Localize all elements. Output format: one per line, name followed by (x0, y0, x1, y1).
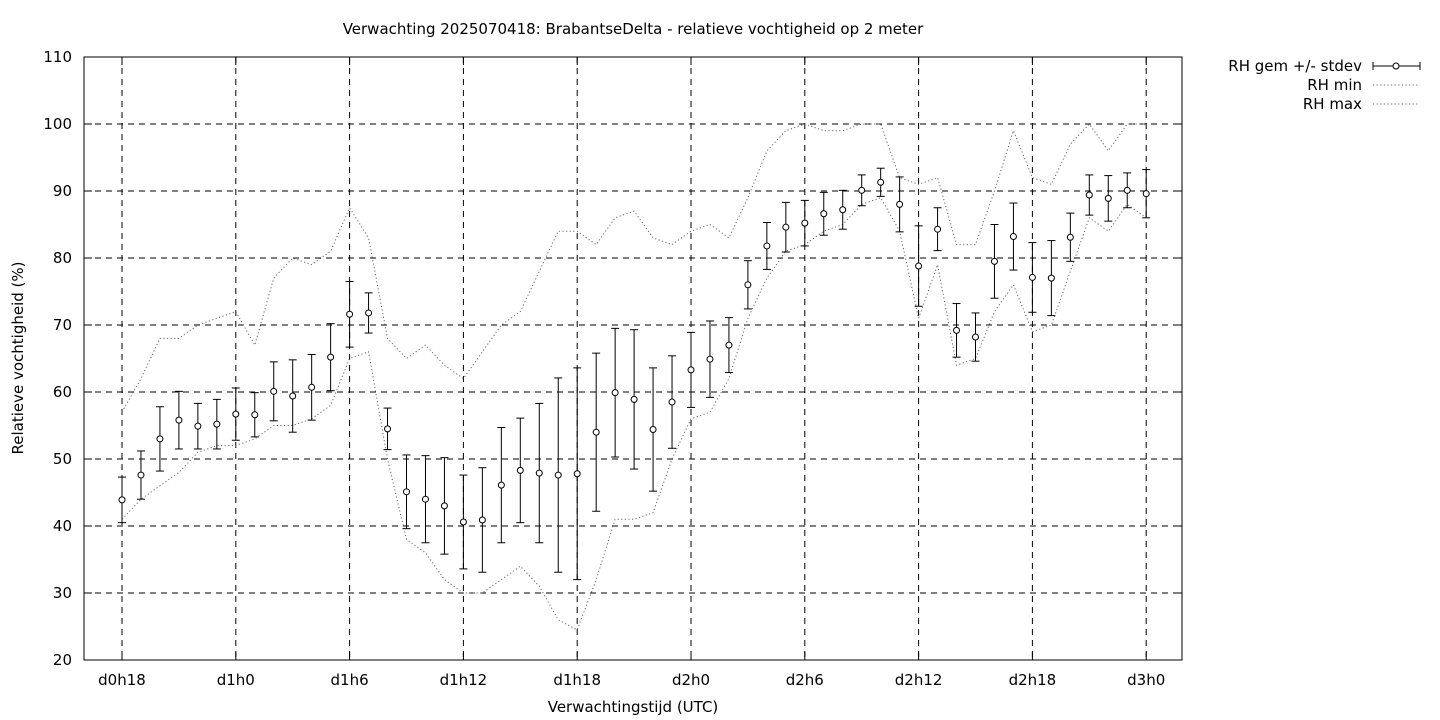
y-tick-label: 20 (53, 651, 72, 669)
data-point (858, 186, 866, 194)
data-point (611, 389, 619, 397)
data-point (573, 470, 581, 478)
legend-label: RH max (1303, 95, 1362, 113)
data-point (251, 411, 259, 419)
data-point (403, 488, 410, 496)
y-tick-label: 60 (53, 383, 72, 401)
data-point (535, 469, 543, 477)
data-point (592, 428, 600, 436)
data-point (801, 219, 809, 227)
data-point (175, 416, 183, 424)
data-point (1009, 233, 1017, 241)
grid (84, 57, 1182, 660)
data-point (421, 495, 429, 503)
chart-title: Verwachting 2025070418: BrabantseDelta -… (343, 20, 924, 38)
series-line-rh-max (121, 123, 1147, 413)
data-point (915, 262, 923, 270)
y-tick-label: 40 (53, 517, 72, 535)
x-tick-label: d1h12 (440, 671, 488, 689)
data-point (782, 223, 790, 231)
data-point (384, 425, 392, 433)
data-point (1047, 274, 1055, 282)
y-tick-label: 100 (43, 115, 72, 133)
x-tick-label: d0h18 (98, 671, 146, 689)
y-axis-label: Relatieve vochtigheid (%) (9, 261, 27, 454)
data-point (1104, 194, 1112, 202)
y-tick-label: 50 (53, 450, 72, 468)
x-tick-label: d1h0 (217, 671, 255, 689)
x-tick-label: d2h18 (1009, 671, 1057, 689)
data-point (1123, 186, 1131, 194)
data-point (365, 309, 373, 317)
data-point (1142, 190, 1150, 198)
data-point (497, 481, 505, 489)
legend-label: RH min (1307, 76, 1362, 94)
data-point (953, 326, 961, 334)
y-tick-label: 80 (53, 249, 72, 267)
x-axis-label: Verwachtingstijd (UTC) (548, 698, 719, 716)
series-layer (118, 123, 1151, 631)
x-tick-label: d2h0 (672, 671, 710, 689)
data-point (1028, 273, 1036, 281)
data-point (308, 383, 316, 391)
y-tick-label: 90 (53, 182, 72, 200)
y-tick-label: 30 (53, 584, 72, 602)
data-point (877, 178, 885, 186)
y-tick-label: 70 (53, 316, 72, 334)
data-point (194, 422, 202, 430)
y-axis-ticks: 20 30 40 50 60 70 80 90 100 110 (43, 48, 1182, 669)
data-point (118, 496, 126, 504)
data-point (270, 387, 278, 395)
x-tick-label: d2h6 (786, 671, 824, 689)
data-point (725, 341, 733, 349)
plot-frame (83, 56, 1183, 661)
data-point (820, 210, 828, 218)
data-point (990, 257, 998, 265)
data-point (1066, 233, 1074, 241)
data-point (687, 366, 695, 374)
data-point (516, 466, 524, 474)
x-axis-ticks: d0h18 d1h0 d1h6 d1h12 d1h18 d2h0 d2h6 d2h12 d2h1… (98, 57, 1165, 689)
data-point (554, 471, 562, 479)
data-point (763, 242, 771, 250)
data-point (459, 518, 467, 526)
data-point (630, 395, 638, 403)
data-point (478, 516, 486, 524)
data-point (156, 435, 164, 443)
data-point (934, 225, 942, 233)
data-point (839, 206, 847, 214)
data-point (137, 471, 145, 479)
data-point (440, 502, 448, 510)
data-point (346, 310, 354, 318)
data-point (232, 410, 240, 418)
legend-label: RH gem +/- stdev (1228, 57, 1362, 75)
data-point (327, 353, 335, 361)
data-point (896, 200, 904, 208)
y-tick-label: 110 (43, 48, 72, 66)
data-point (972, 333, 979, 341)
data-point (1085, 191, 1093, 199)
data-point (706, 355, 714, 363)
data-point (668, 398, 676, 406)
data-point (213, 420, 221, 428)
legend-swatch-point (1392, 62, 1400, 70)
data-point (744, 281, 752, 289)
x-tick-label: d2h12 (895, 671, 943, 689)
x-tick-label: d3h0 (1127, 671, 1165, 689)
x-tick-label: d1h6 (331, 671, 369, 689)
x-tick-label: d1h18 (553, 671, 601, 689)
data-point (289, 392, 297, 400)
data-point (649, 426, 657, 434)
